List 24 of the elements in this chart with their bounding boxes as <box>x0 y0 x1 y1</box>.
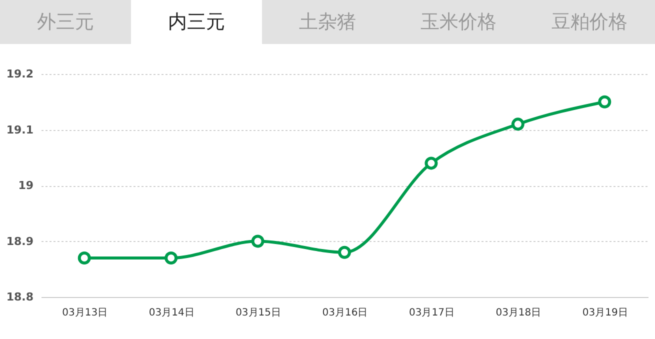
y-tick-label: 18.9 <box>6 234 34 248</box>
text: 玉米价格 <box>420 10 498 35</box>
x-tick-label: 03月16日 <box>322 308 368 318</box>
point <box>164 251 178 264</box>
text: 外三元 <box>36 10 95 35</box>
point <box>78 251 91 264</box>
text: 豆粕价格 <box>550 10 628 35</box>
point <box>251 234 264 248</box>
x-tick-label: 03月14日 <box>148 308 194 318</box>
x-tick-label: 03月19日 <box>582 308 628 318</box>
y-tick-label: 19.1 <box>6 123 34 136</box>
x-tick-label: 03月15日 <box>236 308 282 318</box>
chart-title: 内三元 <box>131 0 262 44</box>
y-tick-label: 19.2 <box>6 68 34 80</box>
point <box>424 156 438 170</box>
point <box>338 246 351 259</box>
y-tick-label: 18.8 <box>6 290 34 304</box>
point <box>598 95 612 108</box>
x-tick-label: 03月13日 <box>62 308 108 318</box>
x-tick-label: 03月18日 <box>496 308 542 318</box>
text: 土杂猪 <box>298 10 357 35</box>
y-tick-label: 19 <box>18 179 34 192</box>
point <box>511 118 524 131</box>
x-tick-label: 03月17日 <box>408 308 454 318</box>
